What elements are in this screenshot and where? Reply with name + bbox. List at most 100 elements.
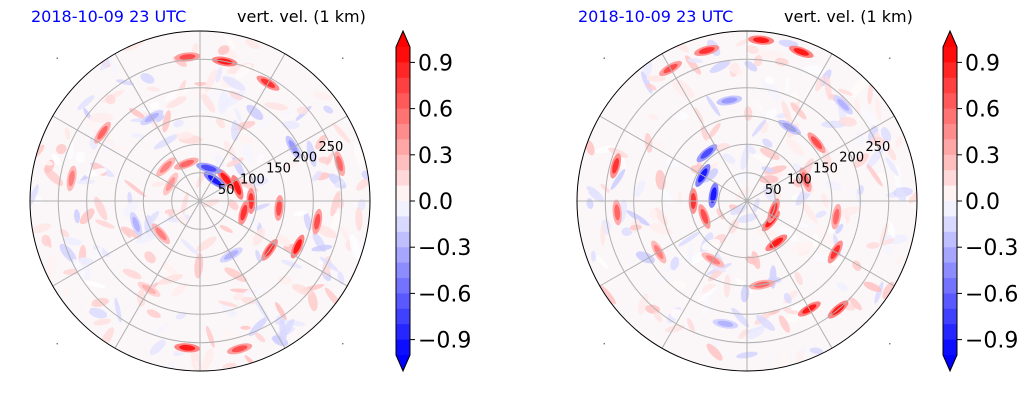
texture-blob: [95, 219, 115, 229]
feature-core: [700, 208, 709, 225]
texture-blob: [115, 79, 134, 86]
texture-blob: [44, 255, 56, 280]
texture-blob: [241, 296, 257, 305]
texture-blob: [217, 45, 230, 55]
texture-blob: [781, 100, 793, 126]
texture-blob: [854, 99, 861, 115]
texture-blob: [895, 256, 903, 265]
texture-blob: [246, 104, 264, 121]
texture-blob: [255, 249, 262, 263]
angular-gridline: [746, 200, 895, 287]
colorbar-segment: [396, 231, 410, 248]
texture-blob: [881, 238, 895, 246]
texture-blob: [229, 90, 243, 101]
feature-core: [717, 320, 734, 327]
texture-blob: [248, 316, 268, 337]
texture-blob: [291, 283, 312, 296]
texture-blob: [204, 68, 218, 92]
texture-blob: [334, 180, 345, 188]
texture-blob: [242, 143, 254, 164]
colorbar-segment: [943, 278, 957, 294]
texture-blob: [744, 60, 758, 72]
texture-blob: [38, 159, 54, 166]
texture-blob: [783, 293, 792, 304]
texture-blob: [782, 307, 799, 315]
texture-blob: [113, 145, 129, 151]
texture-blob: [716, 208, 725, 220]
colorbar-segment: [396, 47, 410, 63]
feature-core: [721, 97, 738, 104]
texture-blob: [585, 140, 595, 156]
angular-gridline: [661, 200, 748, 349]
feature-core: [698, 47, 715, 54]
texture-blob: [354, 142, 364, 170]
angular-gridline: [746, 53, 833, 202]
texture-blob: [122, 226, 142, 240]
texture-blob: [318, 156, 331, 164]
texture-blob: [706, 95, 721, 117]
texture-blob: [218, 91, 229, 114]
texture-blob: [85, 281, 106, 289]
texture-blob: [280, 259, 302, 269]
texture-blob: [234, 107, 242, 123]
feature-core: [201, 164, 217, 172]
texture-blob: [223, 34, 236, 50]
timestamp-label: 2018-10-09 23 UTC: [578, 7, 734, 26]
texture-blob: [753, 101, 764, 111]
texture-blob: [94, 196, 108, 221]
texture-blob: [164, 88, 188, 101]
angular-gridline: [661, 53, 748, 202]
texture-blob: [122, 268, 142, 280]
texture-blob: [149, 102, 160, 110]
texture-blob: [895, 187, 907, 202]
feature-core: [220, 172, 232, 186]
colorbar-segment: [396, 262, 410, 279]
texture-blob: [283, 161, 298, 170]
texture-blob: [311, 244, 333, 252]
texture-blob: [319, 256, 339, 272]
texture-blob: [836, 282, 848, 292]
radial-tick-label: 50: [218, 183, 235, 198]
texture-blob: [176, 131, 194, 140]
texture-blob: [195, 166, 208, 188]
feature-core: [314, 213, 321, 230]
texture-blob: [748, 325, 766, 340]
colorbar-segment: [396, 185, 410, 202]
texture-blob: [786, 138, 804, 156]
texture-blob: [649, 223, 672, 235]
tick-dot: [889, 343, 891, 345]
tick-dot: [603, 343, 605, 345]
texture-blob: [649, 138, 667, 151]
texture-blob: [738, 329, 749, 339]
texture-blob: [774, 57, 789, 66]
texture-blob: [64, 127, 71, 141]
angular-gridline: [52, 115, 201, 202]
colorbar-segment: [396, 247, 410, 263]
texture-blob: [722, 153, 736, 164]
colorbar-tick-label: −0.6: [418, 282, 471, 307]
texture-blob: [744, 106, 753, 121]
texture-blob: [886, 220, 896, 238]
feature-core: [833, 208, 840, 225]
texture-blob: [332, 122, 351, 144]
texture-blob: [240, 325, 251, 330]
colorbar-outline: [395, 29, 411, 373]
tick-dot: [342, 57, 344, 59]
texture-blob: [709, 60, 731, 74]
texture-blob: [203, 348, 214, 369]
texture-blob: [51, 153, 61, 166]
polar-gridlines: [30, 31, 370, 371]
texture-blob: [214, 155, 225, 168]
texture-blob: [653, 311, 663, 323]
texture-blob: [215, 67, 223, 83]
texture-blob: [866, 242, 880, 249]
texture-blob: [804, 65, 826, 75]
texture-blob: [751, 119, 767, 137]
feature-core: [837, 98, 850, 111]
tick-dot: [342, 343, 344, 345]
colorbar-segment: [396, 293, 410, 310]
texture-blob: [784, 77, 790, 94]
texture-blob: [671, 79, 692, 100]
texture-blob: [157, 274, 184, 285]
colorbar-segment: [943, 154, 957, 171]
